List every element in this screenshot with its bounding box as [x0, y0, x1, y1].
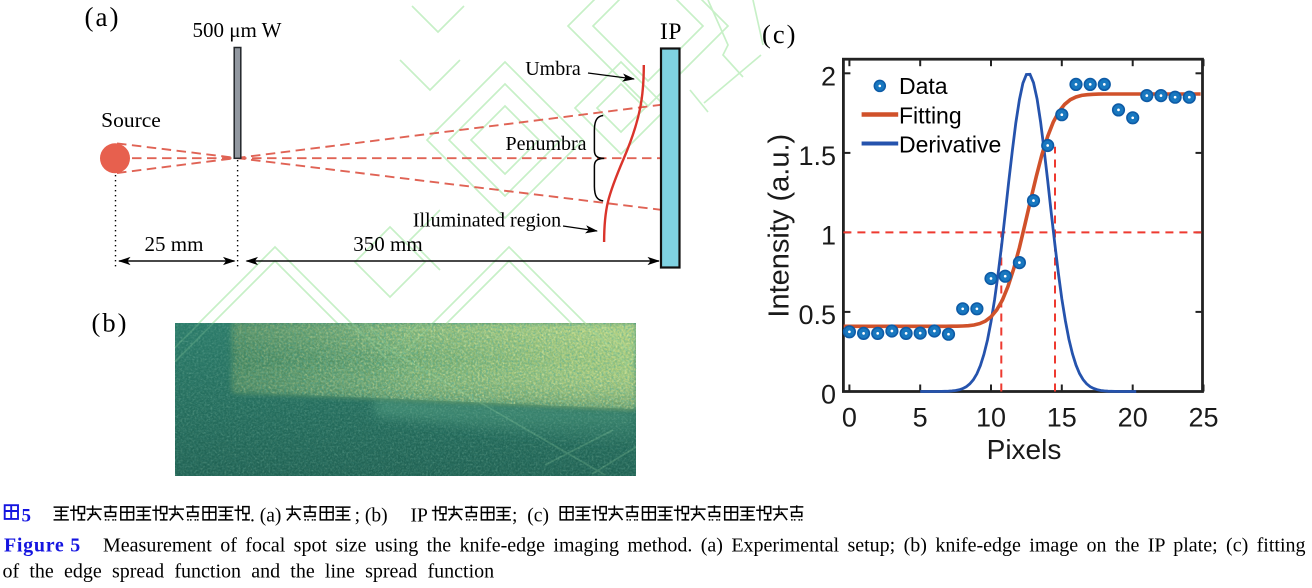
svg-text:Fitting: Fitting: [899, 103, 962, 129]
svg-text:0: 0: [842, 403, 857, 433]
svg-text:10: 10: [976, 403, 1006, 433]
svg-text:IP: IP: [660, 19, 682, 45]
svg-text:0.5: 0.5: [798, 300, 836, 330]
svg-text:. (a): . (a): [250, 506, 281, 527]
svg-text:25: 25: [1188, 403, 1218, 433]
svg-text:500 μm W: 500 μm W: [192, 18, 281, 42]
svg-text:Pixels: Pixels: [987, 434, 1062, 465]
svg-text:Figure 5: Figure 5: [4, 535, 81, 557]
svg-text:(c): (c): [762, 19, 797, 49]
svg-text:2: 2: [821, 61, 836, 91]
svg-text:(a): (a): [85, 2, 121, 32]
svg-text:1: 1: [821, 220, 836, 250]
svg-text:Data: Data: [899, 73, 948, 99]
svg-text:IP: IP: [411, 506, 428, 527]
svg-text:0: 0: [821, 380, 836, 410]
svg-text:20: 20: [1118, 403, 1148, 433]
svg-text:15: 15: [1047, 403, 1077, 433]
svg-text:Penumbra: Penumbra: [505, 133, 586, 155]
svg-text:of the edge spread function an: of the edge spread function and the line…: [3, 561, 495, 583]
svg-text:; (b): ; (b): [355, 506, 388, 527]
svg-text:350 mm: 350 mm: [353, 232, 422, 256]
svg-text:(b): (b): [92, 308, 129, 338]
svg-text:5: 5: [22, 506, 32, 527]
svg-text:Intensity (a.u.): Intensity (a.u.): [763, 134, 795, 318]
svg-text:Measurement of focal spot size: Measurement of focal spot size using the…: [103, 535, 1306, 557]
svg-text:Umbra: Umbra: [525, 58, 581, 80]
svg-text:Source: Source: [101, 108, 161, 132]
svg-text:1.5: 1.5: [798, 141, 836, 171]
svg-text:5: 5: [913, 403, 928, 433]
svg-text:25 mm: 25 mm: [145, 232, 204, 256]
svg-text:Derivative: Derivative: [899, 132, 1001, 158]
svg-text:Illuminated region: Illuminated region: [413, 210, 561, 232]
svg-text:; (c): ; (c): [512, 506, 549, 527]
